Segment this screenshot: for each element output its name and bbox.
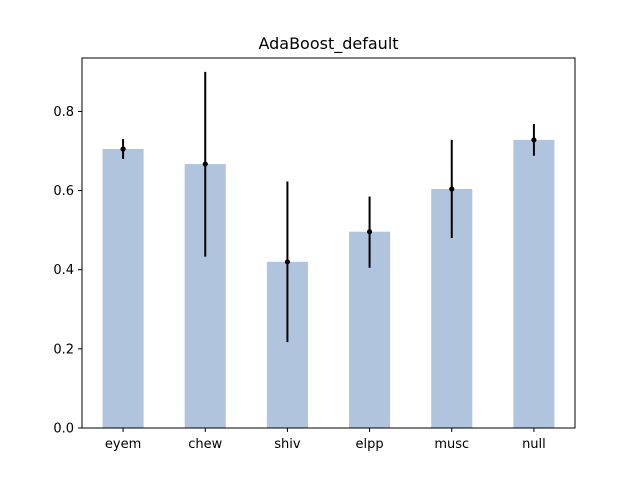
x-tick-label-null: null [522, 437, 546, 452]
mean-point-elpp [366, 229, 373, 235]
mean-point-musc [449, 186, 455, 192]
y-tick-label-0.2: 0.2 [53, 342, 74, 357]
plot-frame [81, 57, 576, 429]
y-tick-label-0.0: 0.0 [53, 422, 74, 437]
x-tick-label-shiv: shiv [274, 437, 301, 452]
mean-points-layer [120, 137, 537, 265]
y-tick-label-0.4: 0.4 [53, 263, 74, 278]
mean-point-eyem [120, 146, 126, 152]
bars-layer [102, 139, 555, 429]
mean-point-chew [202, 161, 208, 167]
x-tick-label-eyem: eyem [105, 437, 141, 452]
x-tick-label-musc: musc [434, 437, 469, 452]
x-tick-label-chew: chew [188, 437, 222, 452]
mean-point-null [531, 137, 537, 143]
mean-point-shiv [284, 259, 291, 265]
y-tick-label-0.6: 0.6 [53, 184, 74, 199]
y-axis: 0.0 0.2 0.4 0.6 0.8 [53, 105, 82, 437]
chart-title: AdaBoost_default [258, 34, 398, 54]
bar-null [513, 139, 555, 429]
x-tick-label-elpp: elpp [356, 437, 384, 452]
x-axis: eyem chew shiv elpp musc null [105, 428, 546, 452]
bar-eyem [102, 149, 144, 428]
y-tick-label-0.8: 0.8 [53, 105, 74, 120]
